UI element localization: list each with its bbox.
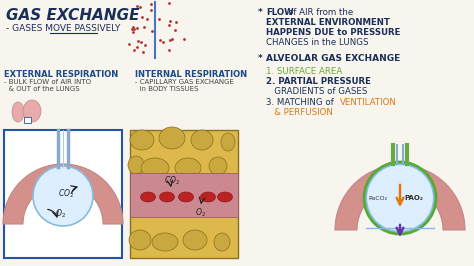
FancyBboxPatch shape [130, 130, 238, 258]
Ellipse shape [159, 127, 185, 149]
Ellipse shape [175, 158, 201, 178]
Text: PAO₂: PAO₂ [404, 195, 423, 201]
Circle shape [33, 166, 93, 226]
Ellipse shape [12, 102, 24, 122]
Ellipse shape [218, 192, 233, 202]
Ellipse shape [152, 233, 178, 251]
Text: FLOW: FLOW [266, 8, 293, 17]
FancyBboxPatch shape [4, 130, 122, 258]
Text: O$_2$: O$_2$ [194, 207, 206, 219]
Ellipse shape [183, 230, 207, 250]
Text: - BULK FLOW of AIR INTO: - BULK FLOW of AIR INTO [4, 79, 91, 85]
Ellipse shape [130, 130, 154, 150]
Ellipse shape [141, 158, 169, 178]
Text: in BODY TISSUES: in BODY TISSUES [135, 86, 199, 92]
Ellipse shape [23, 100, 41, 122]
Text: & PERFUSION: & PERFUSION [266, 108, 333, 117]
Text: PaCO₂: PaCO₂ [368, 196, 388, 201]
Ellipse shape [221, 133, 235, 151]
Ellipse shape [140, 192, 155, 202]
Text: O$_2$: O$_2$ [55, 208, 65, 220]
Text: CHANGES in the LUNGS: CHANGES in the LUNGS [266, 38, 368, 47]
Text: 3. MATCHING of: 3. MATCHING of [266, 98, 337, 107]
Ellipse shape [209, 157, 227, 175]
Text: CO$_2$: CO$_2$ [164, 175, 180, 187]
Text: HAPPENS DUE to PRESSURE: HAPPENS DUE to PRESSURE [266, 28, 401, 37]
Text: EXTERNAL RESPIRATION: EXTERNAL RESPIRATION [4, 70, 118, 79]
Text: & OUT of the LUNGS: & OUT of the LUNGS [4, 86, 80, 92]
Ellipse shape [201, 192, 216, 202]
Circle shape [366, 164, 434, 232]
Text: VENTILATION: VENTILATION [340, 98, 397, 107]
FancyBboxPatch shape [130, 173, 238, 217]
Ellipse shape [191, 130, 213, 150]
Ellipse shape [128, 156, 144, 174]
Wedge shape [335, 165, 465, 230]
Wedge shape [3, 164, 123, 224]
Text: *: * [258, 8, 266, 17]
Ellipse shape [129, 230, 151, 250]
Text: 2. PARTIAL PRESSURE: 2. PARTIAL PRESSURE [266, 77, 371, 86]
Ellipse shape [179, 192, 193, 202]
Text: 1. SURFACE AREA: 1. SURFACE AREA [266, 67, 342, 76]
FancyBboxPatch shape [24, 117, 31, 123]
Text: GRADIENTS of GASES: GRADIENTS of GASES [266, 87, 367, 96]
Text: GAS EXCHANGE: GAS EXCHANGE [6, 8, 139, 23]
Text: - GASES MOVE PASSIVELY: - GASES MOVE PASSIVELY [6, 24, 120, 33]
Text: CO$_2$: CO$_2$ [58, 188, 74, 200]
Text: EXTERNAL ENVIRONMENT: EXTERNAL ENVIRONMENT [266, 18, 390, 27]
Text: of AIR from the: of AIR from the [288, 8, 353, 17]
Text: ALVEOLAR GAS EXCHANGE: ALVEOLAR GAS EXCHANGE [266, 54, 400, 63]
Ellipse shape [214, 233, 230, 251]
Text: - CAPILLARY GAS EXCHANGE: - CAPILLARY GAS EXCHANGE [135, 79, 234, 85]
Text: INTERNAL RESPIRATION: INTERNAL RESPIRATION [135, 70, 247, 79]
Ellipse shape [159, 192, 174, 202]
Text: *: * [258, 54, 266, 63]
